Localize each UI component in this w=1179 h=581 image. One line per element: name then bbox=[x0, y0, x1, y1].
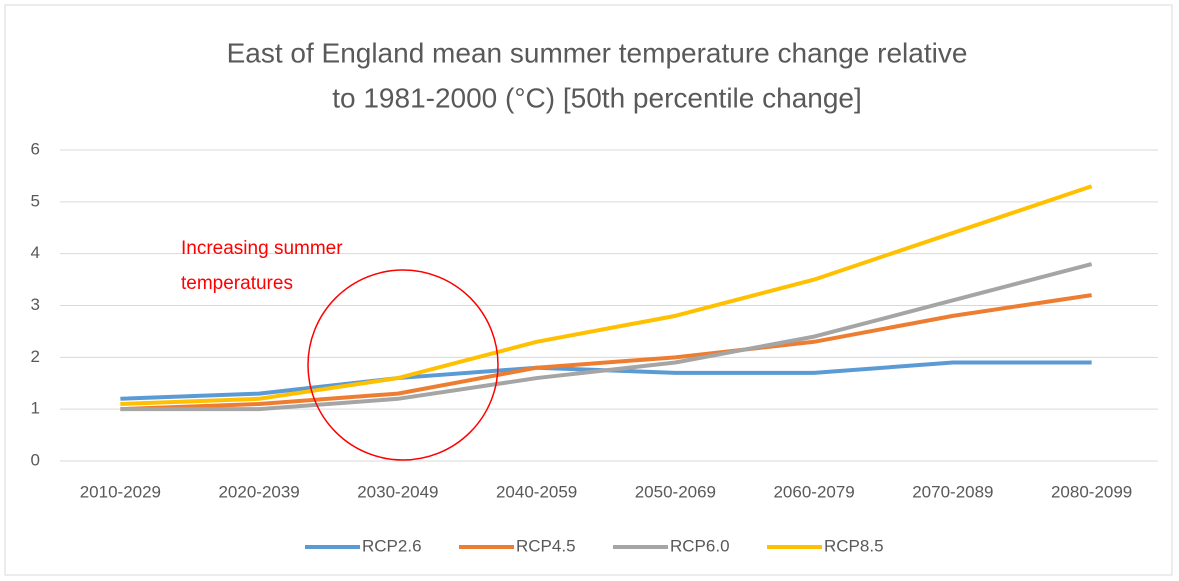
x-tick-label: 2010-2029 bbox=[80, 482, 161, 501]
x-tick-label: 2030-2049 bbox=[357, 482, 438, 501]
x-tick-label: 2060-2079 bbox=[773, 482, 854, 501]
legend-label: RCP4.5 bbox=[516, 536, 576, 555]
legend-label: RCP2.6 bbox=[362, 536, 422, 555]
annotation-circle bbox=[307, 269, 499, 461]
chart-border bbox=[4, 4, 1173, 576]
y-tick-label: 3 bbox=[31, 295, 40, 314]
x-tick-label: 2070-2089 bbox=[912, 482, 993, 501]
y-tick-label: 5 bbox=[31, 191, 40, 210]
y-tick-label: 6 bbox=[31, 139, 40, 158]
x-tick-label: 2020-2039 bbox=[218, 482, 299, 501]
annotation-text: temperatures bbox=[181, 273, 293, 294]
y-tick-label: 4 bbox=[31, 243, 40, 262]
y-tick-label: 1 bbox=[31, 399, 40, 418]
chart-title: East of England mean summer temperature … bbox=[227, 37, 968, 68]
series-line bbox=[120, 262, 1093, 412]
x-tick-label: 2050-2069 bbox=[635, 482, 716, 501]
series-line bbox=[120, 293, 1092, 412]
y-tick-label: 2 bbox=[31, 347, 40, 366]
annotation-text: Increasing summer bbox=[181, 238, 343, 259]
chart-title: to 1981-2000 (°C) [50th percentile chang… bbox=[332, 82, 862, 113]
series-line bbox=[120, 184, 1093, 406]
x-tick-label: 2080-2099 bbox=[1051, 482, 1132, 501]
legend-label: RCP6.0 bbox=[670, 536, 730, 555]
x-tick-label: 2040-2059 bbox=[496, 482, 577, 501]
y-tick-label: 0 bbox=[31, 450, 40, 469]
legend-label: RCP8.5 bbox=[824, 536, 884, 555]
